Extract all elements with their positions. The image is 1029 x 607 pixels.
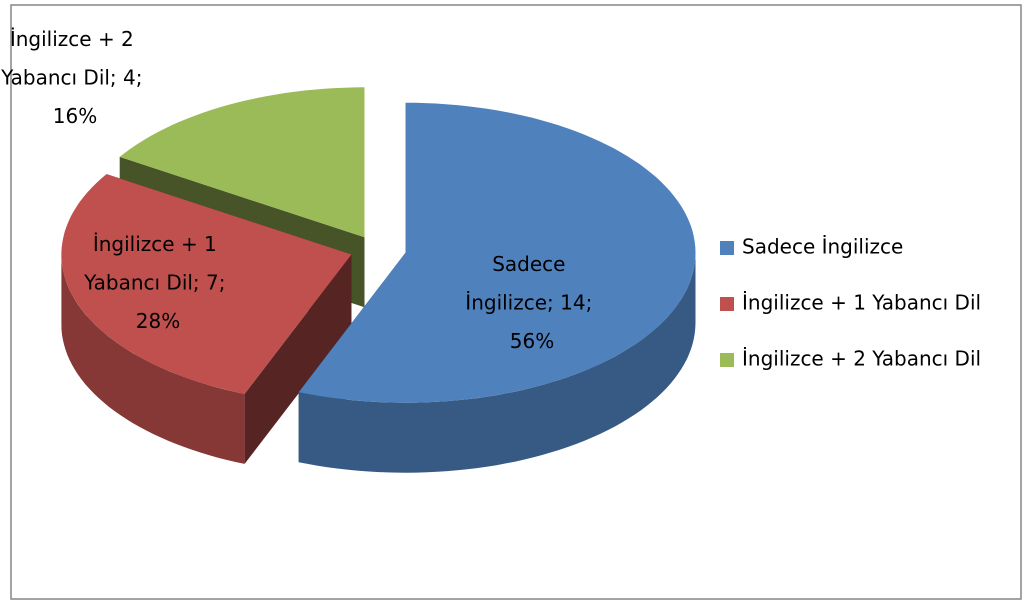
data-label-line: 56% (510, 329, 554, 353)
data-label-line: Sadece (492, 252, 572, 276)
legend-label: Sadece İngilizce (742, 235, 903, 259)
data-label: İngilizce + 1 Yabancı Dil; 7; 28% (83, 232, 232, 333)
data-label-line: İngilizce + 1 (93, 232, 223, 256)
data-label-line: İngilizce; 14; (465, 290, 598, 314)
data-label-line: Yabancı Dil; 4; (0, 65, 149, 89)
slice (298, 102, 696, 403)
slice-side (298, 252, 696, 473)
legend-label: İngilizce + 1 Yabancı Dil (742, 291, 981, 315)
data-label-line: 16% (53, 104, 97, 128)
data-label: İngilizce + 2 Yabancı Dil; 4; 16% (0, 27, 149, 128)
data-label-line: İngilizce + 2 (10, 27, 140, 51)
slice (61, 174, 352, 394)
slice (119, 87, 365, 238)
data-label: Sadece İngilizce; 14; 56% (465, 252, 598, 353)
legend-swatch (720, 353, 734, 367)
legend-swatch (720, 241, 734, 255)
data-label-line: Yabancı Dil; 7; (83, 270, 232, 294)
legend-label: İngilizce + 2 Yabancı Dil (742, 347, 981, 371)
slice-side (61, 254, 245, 464)
legend-swatch (720, 297, 734, 311)
data-label-line: 28% (136, 309, 180, 333)
